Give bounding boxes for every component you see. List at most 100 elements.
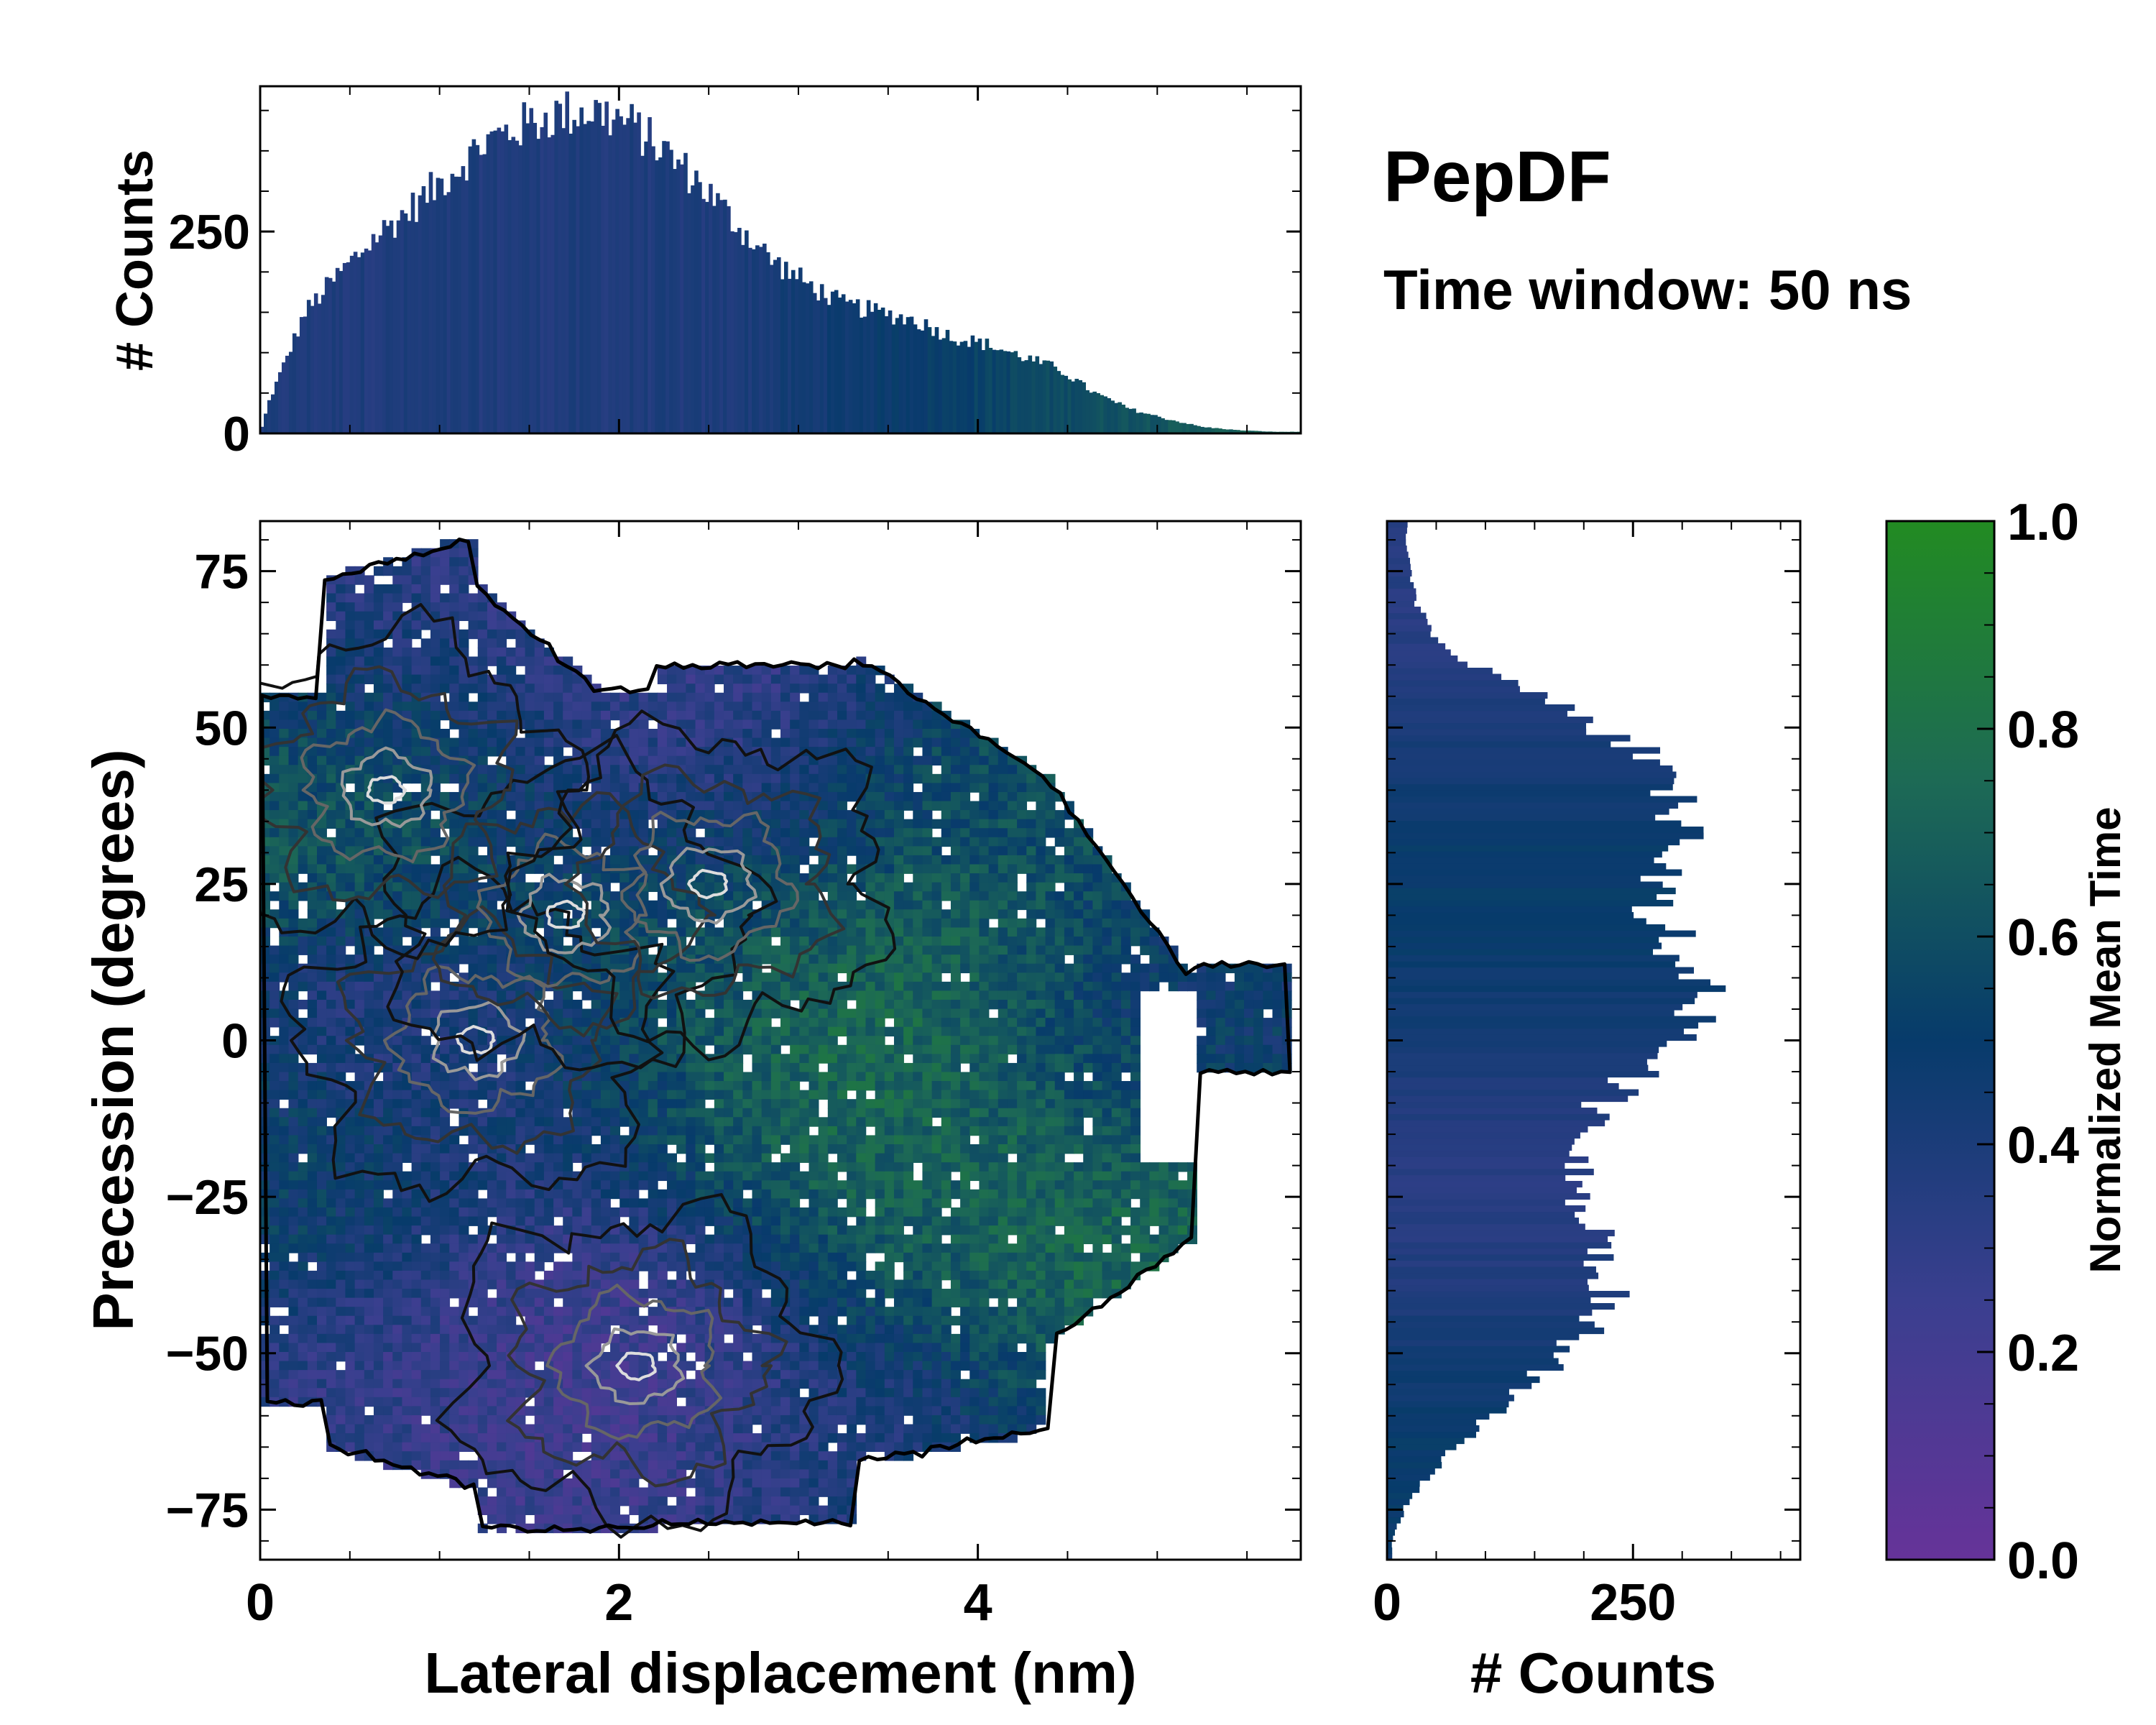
heatmap-cell — [477, 684, 488, 694]
heatmap-cell — [430, 1153, 441, 1163]
heatmap-cell — [487, 1388, 497, 1398]
heatmap-cell — [525, 702, 535, 712]
heatmap-cell — [667, 937, 677, 947]
heatmap-cell — [553, 1406, 564, 1416]
top-hist-bar — [698, 182, 702, 433]
heatmap-cell — [686, 1460, 696, 1471]
heatmap-cell — [270, 945, 280, 955]
heatmap-cell — [279, 1370, 290, 1380]
heatmap-cell — [629, 1072, 640, 1082]
heatmap-cell — [430, 1225, 441, 1236]
heatmap-cell — [402, 1036, 413, 1046]
heatmap-cell — [364, 1162, 374, 1172]
heatmap-cell — [629, 1153, 640, 1163]
heatmap-cell — [307, 1252, 318, 1263]
heatmap-cell — [487, 1189, 497, 1200]
heatmap-cell — [525, 981, 535, 992]
heatmap-cell — [553, 1414, 564, 1425]
heatmap-cell — [364, 765, 374, 775]
heatmap-cell — [411, 593, 422, 603]
heatmap-cell — [307, 1279, 318, 1289]
heatmap-cell — [468, 791, 479, 802]
heatmap-cell — [440, 593, 451, 603]
heatmap-cell — [657, 999, 668, 1010]
heatmap-cell — [336, 1333, 346, 1344]
heatmap-cell — [279, 954, 290, 965]
heatmap-cell — [704, 684, 715, 694]
heatmap-cell — [506, 674, 517, 684]
heatmap-cell — [468, 828, 479, 838]
heatmap-cell — [279, 1315, 290, 1326]
heatmap-cell — [553, 1090, 564, 1100]
heatmap-cell — [383, 1216, 394, 1226]
heatmap-cell — [686, 1162, 696, 1172]
heatmap-cell — [534, 1062, 545, 1073]
heatmap-cell — [477, 602, 488, 612]
heatmap-cell — [487, 1135, 497, 1145]
heatmap-cell — [411, 791, 422, 802]
heatmap-cell — [383, 684, 394, 694]
heatmap-cell — [373, 990, 384, 1000]
heatmap-cell — [695, 710, 706, 721]
heatmap-cell — [336, 1225, 346, 1236]
heatmap-cell — [543, 656, 554, 666]
heatmap-cell — [610, 954, 621, 965]
heatmap-cell — [563, 1343, 573, 1353]
heatmap-cell — [336, 1036, 346, 1046]
heatmap-cell — [714, 1162, 724, 1172]
heatmap-cell — [657, 900, 668, 911]
heatmap-cell — [345, 1424, 356, 1434]
heatmap-cell — [724, 1207, 734, 1218]
heatmap-cell — [648, 1081, 658, 1091]
top-hist-bar — [640, 155, 645, 433]
heatmap-cell — [695, 1496, 706, 1506]
heatmap-cell — [411, 1108, 422, 1118]
heatmap-cell — [468, 937, 479, 947]
heatmap-cell — [515, 1180, 526, 1190]
heatmap-cell — [468, 1469, 479, 1479]
heatmap-cell — [402, 647, 413, 658]
heatmap-cell — [354, 1370, 365, 1380]
heatmap-cell — [336, 945, 346, 955]
heatmap-cell — [714, 1325, 724, 1335]
heatmap-cell — [733, 666, 744, 676]
heatmap-cell — [298, 1162, 308, 1172]
heatmap-cell — [506, 1099, 517, 1109]
heatmap-cell — [392, 1361, 403, 1371]
heatmap-cell — [336, 674, 346, 684]
heatmap-cell — [676, 1315, 687, 1326]
heatmap-cell — [704, 1451, 715, 1461]
top-hist-frame — [259, 85, 1302, 435]
heatmap-cell — [543, 819, 554, 829]
heatmap-cell — [411, 575, 422, 585]
heatmap-cell — [477, 656, 488, 666]
heatmap-cell — [724, 1469, 734, 1479]
heatmap-cell — [373, 602, 384, 612]
heatmap-cell — [477, 837, 488, 847]
heatmap-cell — [648, 1026, 658, 1037]
top-hist-bar — [522, 102, 527, 433]
heatmap-cell — [704, 1433, 715, 1443]
heatmap-cell — [326, 937, 337, 947]
heatmap-cell — [638, 801, 649, 811]
heatmap-cell — [497, 1289, 507, 1299]
heatmap-cell — [316, 1315, 327, 1326]
heatmap-cell — [336, 1325, 346, 1335]
heatmap-cell — [600, 1406, 611, 1416]
heatmap-cell — [279, 937, 290, 947]
heatmap-cell — [553, 1487, 564, 1497]
heatmap-cell — [270, 1252, 280, 1263]
heatmap-cell — [610, 1424, 621, 1434]
heatmap-cell — [487, 1054, 497, 1064]
heatmap-cell — [714, 1370, 724, 1380]
heatmap-cell — [345, 1343, 356, 1353]
top-hist-bar — [812, 293, 817, 433]
heatmap-cell — [430, 602, 441, 612]
top-hist-bar — [299, 317, 304, 433]
heatmap-cell — [515, 647, 526, 658]
heatmap-cell — [288, 1036, 299, 1046]
heatmap-cell — [440, 1289, 451, 1299]
heatmap-cell — [553, 864, 564, 874]
heatmap-cell — [667, 1135, 677, 1145]
heatmap-cell — [316, 999, 327, 1010]
